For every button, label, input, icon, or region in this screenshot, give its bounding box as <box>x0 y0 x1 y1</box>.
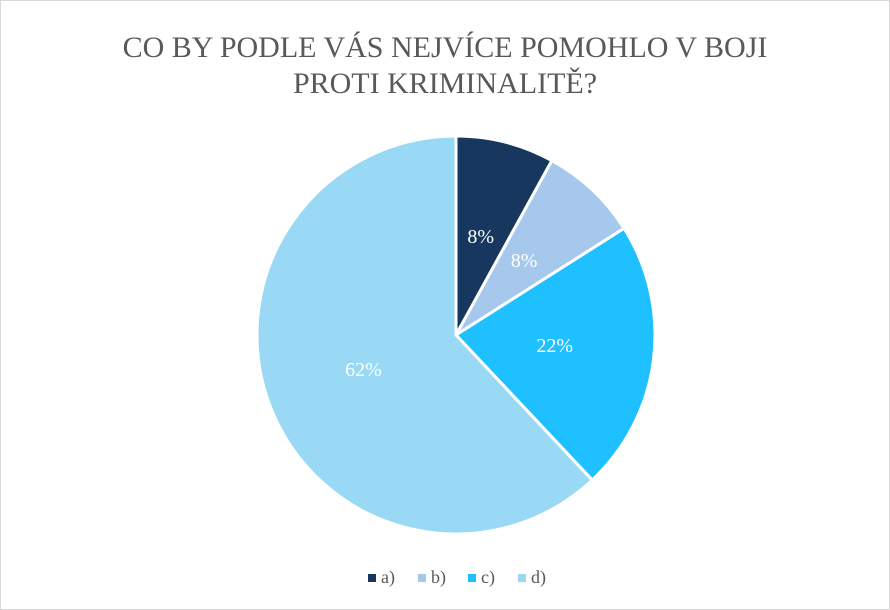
data-label: 8% <box>467 226 494 248</box>
pie-slice <box>454 158 627 337</box>
data-label: 8% <box>511 250 538 272</box>
pie-slice <box>453 226 657 483</box>
legend-swatch <box>418 574 426 582</box>
data-label: 22% <box>536 335 573 357</box>
legend-label: b) <box>431 567 446 588</box>
pie-slice <box>255 134 595 536</box>
pie-slice <box>454 134 554 336</box>
data-label: 62% <box>345 359 382 381</box>
legend-label: d) <box>531 567 546 588</box>
legend-swatch <box>368 574 376 582</box>
legend-label: a) <box>381 567 395 588</box>
legend-swatch <box>468 574 476 582</box>
chart-title: CO BY PODLE VÁS NEJVÍCE POMOHLO V BOJI P… <box>122 31 768 100</box>
legend-label: c) <box>481 567 495 588</box>
legend-swatch <box>518 574 526 582</box>
